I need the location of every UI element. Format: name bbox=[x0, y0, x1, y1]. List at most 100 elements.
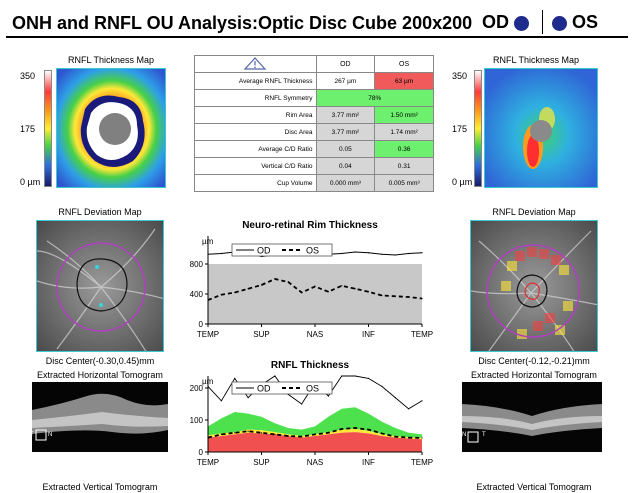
table-col-od: OD bbox=[315, 55, 376, 73]
left-tomo-marker-t: T bbox=[30, 432, 34, 438]
right-scale-mid: 175 bbox=[452, 124, 468, 134]
data-point-os bbox=[260, 432, 263, 434]
table-row: Cup Volume 0.000 mm³ 0.005 mm³ bbox=[194, 174, 434, 192]
legend-os-label: OS bbox=[306, 246, 319, 256]
right-disc-center: Disc Center(-0.12,-0.21)mm bbox=[478, 356, 590, 366]
table-row: Disc Area 3.77 mm² 1.74 mm² bbox=[194, 123, 434, 141]
right-tomo-marker-t: T bbox=[482, 432, 486, 438]
data-point-os bbox=[247, 430, 249, 432]
os-value: 1.50 mm² bbox=[374, 106, 434, 124]
left-thickness-map-image bbox=[56, 68, 166, 188]
data-point-od bbox=[234, 377, 236, 379]
right-horizontal-tomogram-label: Extracted Horizontal Tomogram bbox=[471, 370, 597, 380]
data-point-os bbox=[234, 432, 236, 434]
data-point-os bbox=[234, 291, 236, 294]
left-scale-min: 0 µm bbox=[20, 177, 41, 187]
od-label: OD bbox=[482, 12, 509, 32]
data-point-os bbox=[367, 429, 370, 431]
data-point-os bbox=[341, 428, 343, 430]
data-point-os bbox=[408, 437, 410, 439]
data-point-os bbox=[327, 291, 329, 293]
data-point-od bbox=[408, 252, 410, 255]
normative-grey-band bbox=[208, 264, 422, 324]
right-thickness-map-title: RNFL Thickness Map bbox=[492, 55, 580, 65]
table-row: Average RNFL Thickness 267 µm 63 µm bbox=[194, 72, 434, 90]
row-label: Vertical C/D Ratio bbox=[194, 157, 317, 175]
x-tick-label: SUP bbox=[253, 458, 269, 467]
left-thickness-map-title: RNFL Thickness Map bbox=[67, 55, 155, 65]
table-col-os: OS bbox=[374, 55, 434, 73]
table-row: Average C/D Ratio 0.05 0.36 bbox=[194, 140, 434, 158]
y-tick-label: 200 bbox=[190, 384, 204, 393]
data-point-od bbox=[354, 251, 356, 253]
left-vertical-tomogram-label: Extracted Vertical Tomogram bbox=[42, 482, 158, 492]
data-point-os bbox=[341, 285, 343, 287]
y-tick-label: 0 bbox=[199, 448, 204, 457]
page-title: ONH and RNFL OU Analysis:Optic Disc Cube… bbox=[12, 13, 473, 33]
os-value: 0.31 bbox=[374, 157, 434, 175]
data-point-od bbox=[207, 253, 209, 255]
data-point-os bbox=[301, 436, 303, 438]
y-axis-label: µm bbox=[202, 377, 214, 386]
left-horizontal-tomogram-image bbox=[32, 382, 168, 452]
y-axis-label: µm bbox=[202, 237, 214, 246]
data-point-os bbox=[207, 437, 209, 439]
data-point-od bbox=[394, 254, 396, 256]
symmetry-value: 78% bbox=[315, 89, 434, 107]
data-point-os bbox=[314, 433, 316, 435]
left-color-scale-bar bbox=[44, 70, 52, 187]
data-point-od bbox=[220, 400, 222, 402]
data-point-od bbox=[367, 252, 370, 254]
left-scale-mid: 175 bbox=[20, 124, 36, 134]
data-point-os bbox=[421, 297, 423, 300]
data-point-os bbox=[220, 294, 222, 296]
data-point-od bbox=[220, 252, 222, 255]
os-eye-dot-icon bbox=[552, 16, 567, 31]
data-point-os bbox=[314, 285, 316, 288]
data-point-od bbox=[394, 397, 396, 399]
legend-od-label: OD bbox=[257, 246, 271, 256]
left-horizontal-tomogram-label: Extracted Horizontal Tomogram bbox=[37, 370, 163, 380]
normative-yellow-band bbox=[208, 428, 422, 440]
data-point-od bbox=[381, 253, 383, 255]
y-tick-label: 0 bbox=[199, 320, 204, 329]
data-point-os bbox=[354, 427, 356, 429]
data-point-od bbox=[421, 252, 423, 254]
data-point-os bbox=[394, 295, 396, 297]
data-point-od bbox=[301, 403, 303, 405]
x-tick-label: NAS bbox=[307, 330, 323, 339]
data-point-os bbox=[381, 432, 383, 435]
x-tick-label: TEMP bbox=[411, 458, 433, 467]
right-scale-max: 350 bbox=[452, 71, 468, 81]
od-value: 3.77 mm² bbox=[315, 123, 376, 141]
data-point-os bbox=[421, 437, 423, 439]
right-deviation-map-image bbox=[470, 220, 598, 352]
table-row: Vertical C/D Ratio 0.04 0.31 bbox=[194, 157, 434, 175]
normative-white-band bbox=[208, 388, 422, 435]
od-value: 0.04 bbox=[315, 157, 376, 175]
right-color-scale-bar bbox=[474, 70, 482, 187]
os-value: 0.005 mm³ bbox=[374, 174, 434, 192]
right-scale-min: 0 µm bbox=[452, 177, 473, 187]
left-scale-max: 350 bbox=[20, 71, 36, 81]
row-label: RNFL Symmetry bbox=[194, 89, 317, 107]
od-value: 0.05 bbox=[315, 140, 376, 158]
data-point-os bbox=[220, 433, 222, 435]
data-point-od bbox=[367, 377, 370, 379]
x-tick-label: INF bbox=[362, 330, 375, 339]
x-tick-label: SUP bbox=[253, 330, 269, 339]
rim-chart-title: Neuro-retinal Rim Thickness bbox=[242, 220, 378, 231]
os-value: 0.36 bbox=[374, 140, 434, 158]
row-label: Average RNFL Thickness bbox=[194, 72, 317, 90]
left-deviation-map-image bbox=[36, 220, 164, 352]
od-value: 3.77 mm² bbox=[315, 106, 376, 124]
data-point-od bbox=[408, 408, 410, 410]
data-point-os bbox=[274, 433, 276, 435]
right-tomo-marker-n: N bbox=[462, 432, 467, 438]
x-tick-label: INF bbox=[362, 458, 375, 467]
table-warning-header bbox=[194, 55, 317, 73]
od-eye-dot-icon bbox=[514, 16, 529, 31]
data-point-os bbox=[381, 294, 383, 297]
row-label: Cup Volume bbox=[194, 174, 317, 192]
